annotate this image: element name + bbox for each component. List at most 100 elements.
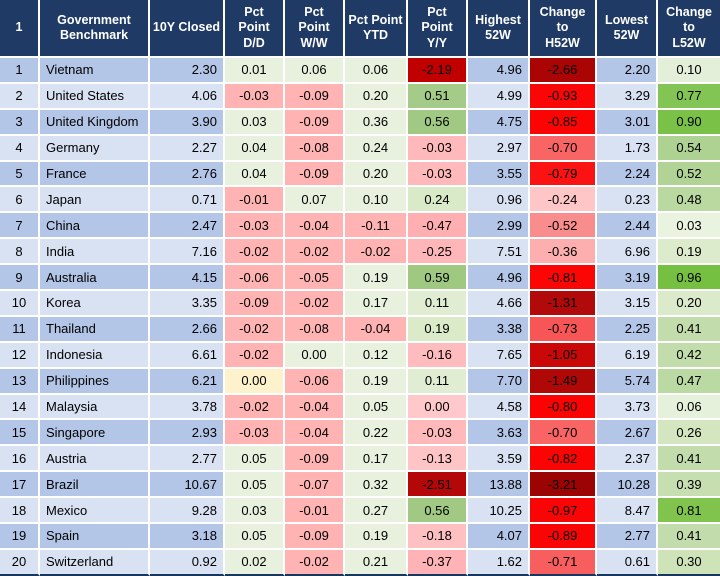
cell-h52: -0.85: [530, 109, 597, 136]
cell-ww: -0.04: [285, 213, 345, 240]
cell-l52: 0.41: [658, 446, 720, 473]
country-cell: Mexico: [40, 498, 150, 525]
cell-closed: 3.35: [150, 291, 225, 317]
cell-high: 3.63: [468, 420, 530, 447]
cell-yy: -0.25: [408, 239, 468, 266]
country-cell: Spain: [40, 524, 150, 550]
cell-high: 7.51: [468, 239, 530, 266]
cell-ytd: 0.24: [345, 135, 408, 162]
cell-high: 4.75: [468, 109, 530, 136]
table-row: 8 India 7.16 -0.02 -0.02 -0.02 -0.25 7.51 -0.36 6…: [0, 239, 720, 266]
cell-num: 1: [0, 58, 40, 84]
country-cell: Japan: [40, 187, 150, 214]
header-row: 1 Government Benchmark 10Y Closed Pct Point…: [0, 0, 720, 58]
country-cell: Malaysia: [40, 394, 150, 421]
cell-low: 2.37: [597, 446, 658, 473]
country-cell: United States: [40, 83, 150, 110]
country-cell: India: [40, 239, 150, 266]
cell-high: 3.59: [468, 446, 530, 473]
cell-high: 3.55: [468, 161, 530, 188]
country-cell: United Kingdom: [40, 109, 150, 136]
cell-low: 2.67: [597, 420, 658, 447]
cell-ww: -0.08: [285, 316, 345, 343]
cell-high: 2.97: [468, 135, 530, 162]
cell-ytd: 0.27: [345, 498, 408, 525]
table-row: 19 Spain 3.18 0.05 -0.09 0.19 -0.18 4.07 -0.89 2.…: [0, 524, 720, 550]
cell-yy: -0.47: [408, 213, 468, 240]
cell-high: 4.66: [468, 291, 530, 317]
cell-dd: -0.02: [225, 394, 285, 421]
table-row: 17 Brazil 10.67 0.05 -0.07 0.32 -2.51 13.88 -3.2…: [0, 472, 720, 499]
cell-dd: -0.02: [225, 316, 285, 343]
cell-closed: 0.92: [150, 549, 225, 576]
cell-closed: 6.21: [150, 368, 225, 395]
cell-yy: 0.56: [408, 109, 468, 136]
cell-num: 5: [0, 161, 40, 188]
cell-h52: -0.82: [530, 446, 597, 473]
cell-l52: 0.48: [658, 187, 720, 214]
country-cell: Austria: [40, 446, 150, 473]
cell-ytd: 0.21: [345, 549, 408, 576]
cell-high: 13.88: [468, 472, 530, 499]
cell-yy: 0.51: [408, 83, 468, 110]
table-header: 1 Government Benchmark 10Y Closed Pct Point…: [0, 0, 720, 58]
column-header-yy: Pct Point Y/Y: [408, 0, 468, 58]
cell-ytd: 0.19: [345, 368, 408, 395]
cell-dd: -0.06: [225, 265, 285, 292]
cell-closed: 4.15: [150, 265, 225, 292]
cell-yy: -0.18: [408, 524, 468, 550]
cell-l52: 0.19: [658, 239, 720, 266]
cell-ww: -0.09: [285, 109, 345, 136]
cell-l52: 0.03: [658, 213, 720, 240]
cell-dd: -0.03: [225, 420, 285, 447]
cell-dd: 0.05: [225, 472, 285, 499]
cell-l52: 0.41: [658, 316, 720, 343]
cell-yy: -0.03: [408, 420, 468, 447]
cell-l52: 0.90: [658, 109, 720, 136]
cell-dd: -0.09: [225, 291, 285, 317]
cell-h52: -3.21: [530, 472, 597, 499]
table-row: 14 Malaysia 3.78 -0.02 -0.04 0.05 0.00 4.58 -0.8…: [0, 394, 720, 421]
cell-closed: 9.28: [150, 498, 225, 525]
cell-num: 4: [0, 135, 40, 162]
cell-ww: -0.05: [285, 265, 345, 292]
cell-high: 10.25: [468, 498, 530, 525]
cell-h52: -0.24: [530, 187, 597, 214]
cell-l52: 0.96: [658, 265, 720, 292]
cell-low: 2.44: [597, 213, 658, 240]
column-header-high: Highest 52W: [468, 0, 530, 58]
cell-ww: -0.09: [285, 161, 345, 188]
cell-high: 4.99: [468, 83, 530, 110]
cell-dd: -0.03: [225, 213, 285, 240]
cell-dd: 0.04: [225, 135, 285, 162]
cell-yy: -2.19: [408, 58, 468, 84]
cell-num: 6: [0, 187, 40, 214]
cell-low: 5.74: [597, 368, 658, 395]
cell-num: 10: [0, 291, 40, 317]
table-row: 16 Austria 2.77 0.05 -0.09 0.17 -0.13 3.59 -0.82…: [0, 446, 720, 473]
cell-l52: 0.77: [658, 83, 720, 110]
cell-dd: -0.02: [225, 239, 285, 266]
cell-ww: -0.02: [285, 549, 345, 576]
cell-dd: -0.01: [225, 187, 285, 214]
cell-ytd: 0.19: [345, 265, 408, 292]
cell-yy: -0.37: [408, 549, 468, 576]
cell-ytd: 0.20: [345, 161, 408, 188]
cell-ytd: -0.02: [345, 239, 408, 266]
cell-ytd: 0.17: [345, 446, 408, 473]
cell-dd: 0.00: [225, 368, 285, 395]
cell-h52: -0.71: [530, 549, 597, 576]
cell-l52: 0.20: [658, 291, 720, 317]
cell-h52: -0.52: [530, 213, 597, 240]
cell-num: 13: [0, 368, 40, 395]
cell-ww: -0.04: [285, 394, 345, 421]
cell-ytd: 0.05: [345, 394, 408, 421]
cell-h52: -1.05: [530, 342, 597, 369]
column-header-ytd: Pct Point YTD: [345, 0, 408, 58]
cell-closed: 2.47: [150, 213, 225, 240]
cell-h52: -2.66: [530, 58, 597, 84]
cell-closed: 3.18: [150, 524, 225, 550]
cell-h52: -1.49: [530, 368, 597, 395]
cell-closed: 2.76: [150, 161, 225, 188]
cell-ytd: 0.17: [345, 291, 408, 317]
